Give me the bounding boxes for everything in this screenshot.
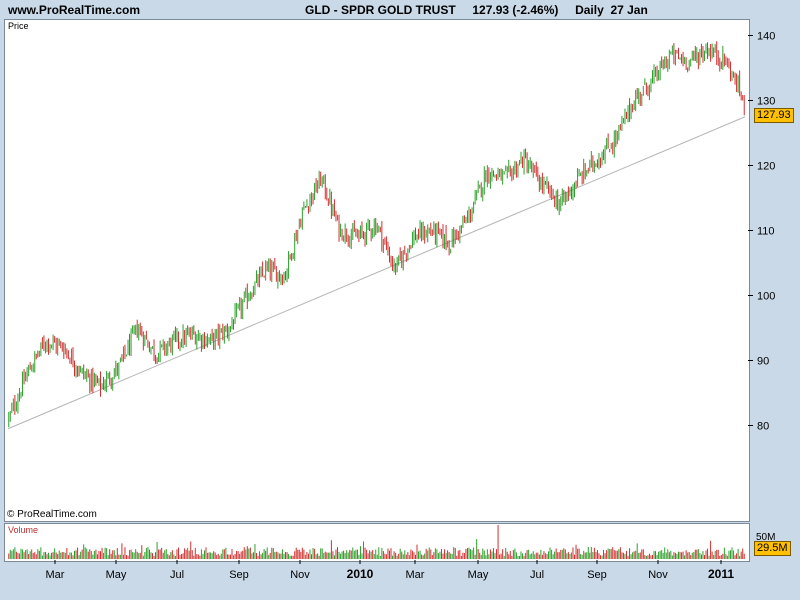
symbol-name: GLD - SPDR GOLD TRUST	[305, 3, 456, 17]
x-tick-label: Sep	[587, 569, 607, 581]
price-panel[interactable]: Price © ProRealTime.com	[4, 19, 750, 522]
site-name: www.ProRealTime.com	[8, 3, 141, 17]
last-price-badge: 127.93	[754, 108, 794, 123]
last-price: 127.93 (-2.46%)	[472, 3, 559, 17]
x-tick-label: Nov	[648, 569, 668, 581]
x-tick-label: 2011	[708, 567, 734, 581]
x-tick-label: Mar	[406, 569, 425, 581]
x-tick-label: Mar	[46, 569, 65, 581]
copyright: © ProRealTime.com	[7, 509, 97, 520]
y-tick-label: 140	[757, 31, 775, 43]
y-tick-label: 130	[757, 96, 775, 108]
x-tick-label: Jul	[530, 569, 544, 581]
time-axis: Mar May Jul Sep Nov 2010 Mar May Jul Sep Nov 2011	[46, 560, 734, 581]
volume-panel-label: Volume	[8, 525, 39, 535]
x-tick-label: May	[106, 569, 127, 581]
y-tick-label: 90	[757, 356, 769, 368]
last-volume-badge: 29.5M	[754, 541, 791, 556]
y-tick-label: 100	[757, 291, 775, 303]
chart-header: www.ProRealTime.com GLD - SPDR GOLD TRUS…	[0, 0, 800, 20]
x-tick-label: May	[468, 569, 489, 581]
volume-panel[interactable]: Volume	[4, 523, 750, 562]
y-tick-label: 80	[757, 421, 769, 433]
x-tick-label: Nov	[290, 569, 310, 581]
x-tick-label: Sep	[229, 569, 249, 581]
period: Daily	[575, 3, 604, 17]
date: 27 Jan	[610, 3, 648, 17]
y-tick-label: 110	[757, 226, 775, 238]
x-tick-label: Jul	[170, 569, 184, 581]
y-tick-label: 120	[757, 161, 775, 173]
price-panel-label: Price	[8, 21, 29, 31]
x-tick-label: 2010	[347, 567, 374, 581]
instrument-title: GLD - SPDR GOLD TRUST 127.93 (-2.46%) Da…	[305, 3, 648, 17]
